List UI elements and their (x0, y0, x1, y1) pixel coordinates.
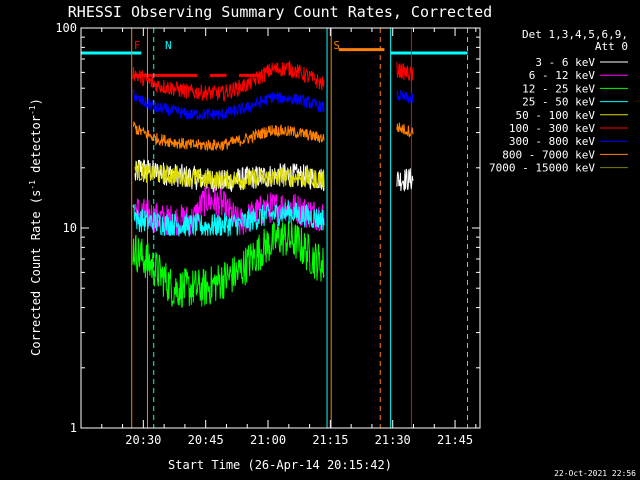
x-tick-label-2: 21:00 (250, 433, 286, 447)
y-tick-label-0: 1 (70, 421, 77, 435)
y-tick-label-2: 100 (55, 21, 77, 35)
annotation-0: N (165, 39, 172, 52)
x-tick-label-1: 20:45 (188, 433, 224, 447)
legend-label-6: 300 - 800 keV (509, 135, 595, 148)
y-tick-label-1: 10 (63, 221, 77, 235)
legend-label-8: 7000 - 15000 keV (489, 162, 595, 175)
data-layer: NF S (81, 28, 469, 428)
legend-label-1: 6 - 12 keV (529, 69, 596, 82)
series-line-7-b (396, 122, 414, 138)
series-3 (132, 200, 325, 237)
series-line-6-b (396, 90, 414, 104)
axis-ticks: 1 10 100 20:30 20:45 21:00 21:15 21:30 21:45 (55, 21, 480, 447)
legend-label-7: 800 - 7000 keV (502, 148, 595, 161)
series-line-2 (132, 220, 325, 308)
series-line-3 (132, 200, 325, 237)
legend-label-2: 12 - 25 keV (522, 82, 595, 95)
x-axis-label: Start Time (26-Apr-14 20:15:42) (168, 458, 392, 472)
x-tick-label-5: 21:45 (437, 433, 473, 447)
x-tick-label-3: 21:15 (312, 433, 348, 447)
date-stamp: 22-Oct-2021 22:56 (554, 469, 636, 478)
legend-label-4: 50 - 100 keV (516, 109, 596, 122)
series-line-4 (134, 160, 325, 190)
legend-label-5: 100 - 300 keV (509, 122, 595, 135)
series-6 (132, 88, 414, 121)
series-line-5 (132, 60, 325, 103)
legend-header-line1: Det 1,3,4,5,6,9, (522, 28, 628, 41)
annotation-2: S (333, 39, 340, 52)
series-2 (132, 220, 325, 308)
legend-label-3: 25 - 50 keV (522, 96, 595, 109)
series-line-0-b (396, 168, 414, 192)
x-tick-label-0: 20:30 (125, 433, 161, 447)
series-line-7 (133, 121, 325, 152)
y-axis-label: Corrected Count Rate (s-1 detector-1) (28, 98, 43, 356)
series-line-5-b (396, 61, 414, 82)
legend-label-0: 3 - 6 keV (535, 56, 595, 69)
x-tick-label-4: 21:30 (375, 433, 411, 447)
series-line-6 (132, 88, 325, 121)
series-4 (134, 160, 325, 190)
chart-title: RHESSI Observing Summary Count Rates, Co… (68, 3, 492, 21)
series-5 (132, 60, 414, 103)
series-7 (133, 121, 414, 152)
legend-header-line2: Att 0 (595, 40, 628, 53)
annotation-1: F (134, 39, 141, 52)
